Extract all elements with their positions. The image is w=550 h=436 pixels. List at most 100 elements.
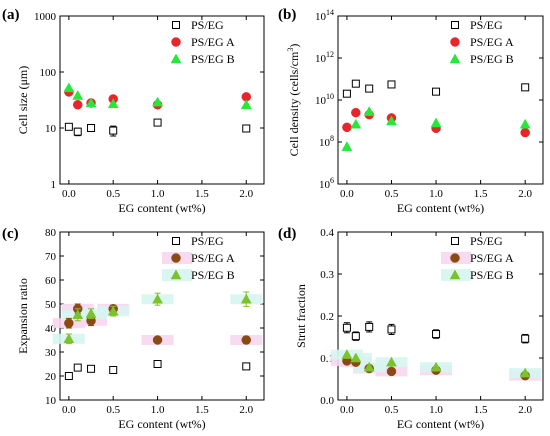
x-tick-label: 1.0 <box>151 404 165 416</box>
data-point <box>341 141 353 151</box>
data-point <box>365 322 374 331</box>
legend: PS/EG PS/EG A PS/EG B <box>170 18 235 66</box>
x-tick-label: 2.0 <box>518 188 532 200</box>
y-tick-label-base: 10 <box>315 53 327 65</box>
series-ps-eg-b <box>341 349 531 378</box>
data-point <box>341 349 353 359</box>
series-ps-eg-a <box>64 303 252 345</box>
y-axis-label: Cell density (cells/cm3) <box>286 44 301 157</box>
data-point <box>350 118 362 129</box>
data-point <box>72 90 84 100</box>
legend: PS/EG PS/EG A PS/EG B <box>162 234 235 282</box>
data-point <box>107 305 119 316</box>
y-tick-label-base: 10 <box>319 137 331 149</box>
y-tick-label: 0.1 <box>320 353 334 365</box>
data-point <box>386 356 397 367</box>
data-point <box>242 362 251 371</box>
x-axis-label: EG content (wt%) <box>118 201 205 215</box>
y-tick-label: 30 <box>45 347 57 359</box>
data-point <box>64 122 73 131</box>
data-point <box>432 87 441 96</box>
x-tick-label: 0.0 <box>62 404 76 416</box>
y-tick-label: 108 <box>319 134 334 149</box>
data-point <box>240 293 252 304</box>
data-point <box>350 352 362 363</box>
x-tick-label: 0.0 <box>340 188 354 200</box>
data-point <box>73 363 82 372</box>
y-axis-label: Strut fraction <box>294 284 308 348</box>
data-point <box>87 364 96 373</box>
series-ps-eg <box>64 118 251 137</box>
data-point <box>72 309 84 320</box>
series-ps-eg <box>342 321 530 344</box>
legend: PS/EG PS/EG A PS/EG B <box>441 234 514 282</box>
data-point <box>64 318 74 328</box>
series-ps-eg <box>342 79 530 98</box>
y-tick-label: 10 <box>45 123 57 135</box>
data-point <box>363 106 375 116</box>
legend-label: PS/EG <box>470 234 503 248</box>
legend-label: PS/EG A <box>191 251 235 265</box>
x-tick-label: 0.5 <box>106 404 120 416</box>
plot-frame <box>59 15 265 185</box>
y-axis-label: Expansion ratio <box>16 278 30 354</box>
y-tick-label: 70 <box>45 251 57 263</box>
panel-label: (b) <box>278 7 296 23</box>
x-tick-label: 0.5 <box>385 188 399 200</box>
data-point <box>87 124 96 132</box>
data-point <box>387 80 396 89</box>
data-point <box>342 323 351 332</box>
data-point <box>240 99 252 110</box>
data-point <box>153 118 162 127</box>
data-point <box>64 372 73 380</box>
data-point <box>342 122 352 133</box>
legend-label: PS/EG B <box>470 52 514 66</box>
y-tick-label: 1010 <box>315 92 334 107</box>
legend-label: PS/EG A <box>470 251 514 265</box>
y-tick-label-exponent: 8 <box>330 134 334 143</box>
y-tick-label-exponent: 6 <box>330 176 334 185</box>
data-point <box>430 117 442 128</box>
y-tick-label: 10 <box>45 395 57 407</box>
x-axis-label: EG content (wt%) <box>397 417 484 431</box>
y-tick-label: 60 <box>45 275 57 287</box>
legend-label: PS/EG B <box>191 52 235 66</box>
y-tick-label-base: 10 <box>315 11 327 23</box>
y-tick-label-base: 10 <box>319 179 331 191</box>
y-tick-label: 40 <box>45 323 57 335</box>
x-tick-label: 0.0 <box>62 188 76 200</box>
x-tick-label: 1.5 <box>474 404 488 416</box>
y-tick-label-exponent: 12 <box>326 50 334 59</box>
legend-label: PS/EG A <box>470 35 514 49</box>
data-point <box>351 79 360 88</box>
data-point <box>241 335 252 345</box>
legend-marker <box>170 53 182 64</box>
y-tick-label: 20 <box>45 371 57 383</box>
data-point <box>386 115 397 126</box>
y-tick-label: 1014 <box>315 8 334 23</box>
x-tick-label: 0.5 <box>385 404 399 416</box>
data-point <box>109 126 118 135</box>
y-axis-label-part: ) <box>287 44 301 48</box>
data-point <box>85 308 97 318</box>
y-axis-label-part: Cell density (cells/cm <box>287 51 301 156</box>
legend-label: PS/EG <box>191 234 224 248</box>
y-tick-label: 1 <box>51 179 57 191</box>
data-point <box>519 367 531 378</box>
x-tick-label: 1.0 <box>151 188 165 200</box>
data-point <box>85 97 97 108</box>
y-tick-label: 0.4 <box>320 227 334 239</box>
y-tick-label: 0.2 <box>320 311 334 323</box>
chart-panel-4: (d) 0.0 0.5 1.0 1.5 2.0 0.0 0.1 0.2 0.3 0.4 EG cont… <box>278 226 544 431</box>
x-axis-label: EG content (wt%) <box>118 417 205 431</box>
panel-label: (a) <box>2 7 20 23</box>
x-tick-label: 0.0 <box>340 404 354 416</box>
legend-marker <box>451 21 459 29</box>
legend-marker <box>171 37 181 47</box>
legend-marker <box>450 253 460 263</box>
y-axis-label-superscript: 3 <box>286 48 295 52</box>
data-point <box>386 366 397 377</box>
y-tick-label: 50 <box>45 299 57 311</box>
data-point <box>152 335 163 345</box>
chart-panel-1: (a) 0.0 0.5 1.0 1.5 2.0 1 10 100 1000 EG content (… <box>2 7 265 215</box>
